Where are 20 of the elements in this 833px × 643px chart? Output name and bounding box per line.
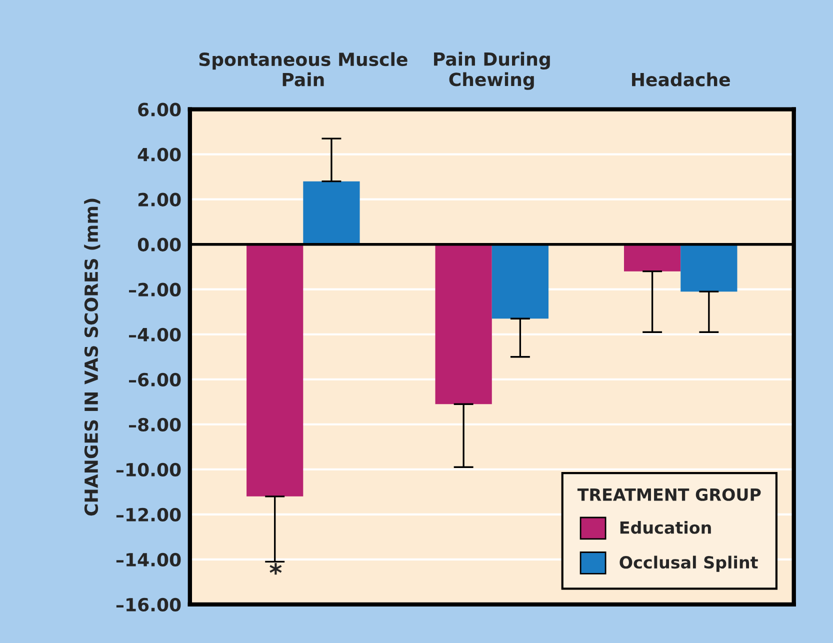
x-tick-label: Headache <box>632 72 730 86</box>
y-tick-label: –14.00 <box>116 552 181 567</box>
y-tick-label: –10.00 <box>116 462 181 477</box>
y-tick-label: 6.00 <box>138 102 181 116</box>
y-tick-label: –12.00 <box>116 508 181 522</box>
legend-title: TREATMENT GROUP <box>577 488 761 501</box>
y-tick-label: –4.00 <box>128 328 181 342</box>
y-tick-label: 2.00 <box>138 192 181 206</box>
y-tick-label: 4.00 <box>138 148 181 162</box>
x-tick-label: Pain During Chewing <box>434 52 550 90</box>
y-tick-label: –6.00 <box>128 372 181 386</box>
legend-label: Occlusal Splint <box>620 556 758 572</box>
x-tick-label: Spontaneous Muscle Pain <box>199 52 408 86</box>
legend-label: Education <box>620 520 711 534</box>
y-tick-label: 0.00 <box>138 238 181 252</box>
y-tick-label: –2.00 <box>128 282 181 296</box>
y-tick-label: –16.00 <box>116 598 181 612</box>
annotation: * <box>270 563 282 575</box>
y-axis-title: CHANGES IN VAS SCORES (mm) <box>84 198 100 516</box>
y-tick-label: –8.00 <box>128 418 181 432</box>
